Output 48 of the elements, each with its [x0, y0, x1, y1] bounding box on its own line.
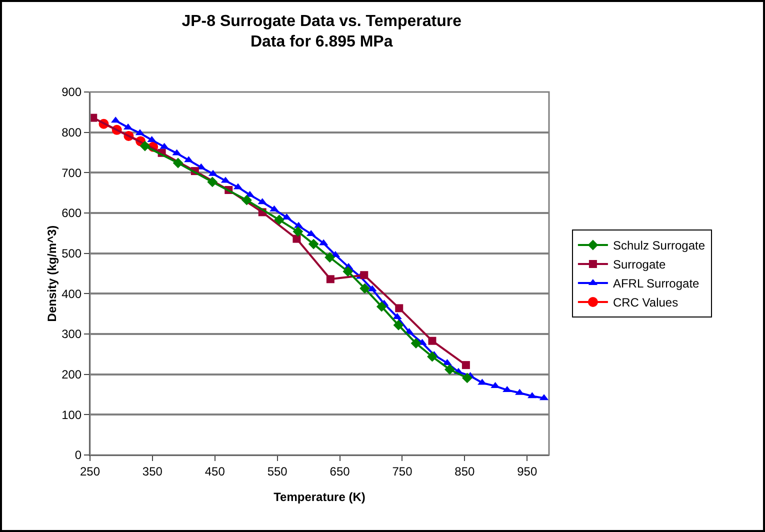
- point: [342, 266, 354, 277]
- x-tick-label: 450: [204, 464, 226, 478]
- point: [462, 372, 472, 384]
- point: [140, 140, 150, 152]
- point: [172, 158, 184, 168]
- point: [308, 238, 319, 250]
- legend-label: Surrogate: [612, 258, 666, 272]
- chart-title: JP-8 Surrogate Data vs. Temperature: [182, 12, 462, 30]
- y-tick-label: 800: [62, 126, 82, 140]
- x-axis-title: Temperature (K): [274, 490, 366, 504]
- point: [393, 320, 404, 330]
- x-tick-label: 250: [80, 464, 100, 478]
- y-tick-label: 500: [62, 246, 82, 261]
- point: [360, 271, 368, 280]
- point: [207, 176, 218, 188]
- point: [444, 364, 455, 375]
- legend-label: CRC Values: [612, 296, 678, 310]
- chart-subtitle: Data for 6.895 MPa: [250, 34, 393, 51]
- y-axis-title: Density (kg/m^3): [45, 225, 59, 322]
- point: [324, 252, 335, 263]
- legend-label: AFRL Surrogate: [612, 276, 700, 291]
- x-tick-label: 850: [454, 464, 476, 478]
- point: [274, 214, 284, 226]
- y-tick-label: 600: [62, 206, 82, 220]
- y-tick-label: 400: [62, 286, 82, 301]
- point: [428, 336, 436, 345]
- point: [326, 275, 334, 284]
- point: [242, 194, 252, 206]
- point: [360, 283, 370, 294]
- point: [462, 361, 470, 370]
- point: [292, 234, 301, 243]
- x-tick-label: 650: [330, 464, 350, 478]
- point: [292, 226, 304, 237]
- x-tick-label: 750: [392, 464, 413, 478]
- y-tick-label: 100: [62, 408, 82, 422]
- point: [376, 301, 387, 312]
- point: [427, 351, 438, 362]
- y-tick-label: 200: [62, 368, 82, 382]
- point: [410, 338, 422, 348]
- x-tick-label: 550: [267, 464, 288, 478]
- x-tick-label: 350: [142, 464, 163, 478]
- point: [395, 304, 404, 312]
- y-tick-label: 0: [74, 448, 82, 462]
- y-tick-label: 700: [62, 166, 82, 180]
- x-tick-label: 950: [517, 464, 538, 478]
- y-tick-label: 300: [62, 327, 82, 342]
- legend-label: Schulz Surrogate: [612, 238, 706, 253]
- y-tick-label: 900: [62, 85, 82, 100]
